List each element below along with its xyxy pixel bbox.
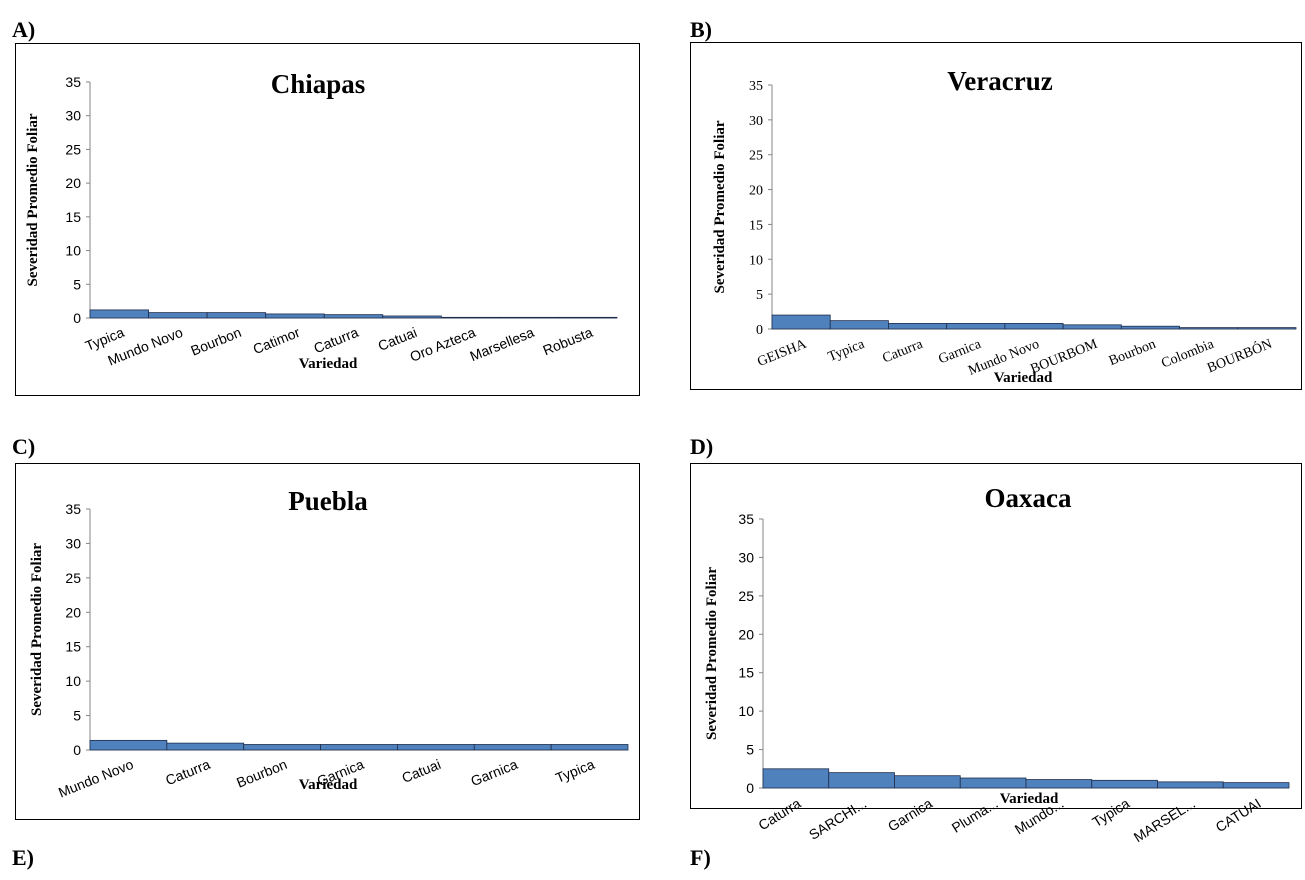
chart-a-y-tick-label: 0 — [73, 310, 81, 326]
chart-a-bar-typica — [89, 309, 149, 319]
chart-c-y-tick-label: 35 — [65, 501, 81, 517]
chart-c-y-tick-label: 25 — [65, 570, 81, 586]
chart-d-bar-catuai — [1222, 782, 1290, 789]
chart-c-title: Puebla — [288, 486, 368, 516]
chart-c-y-tick-label: 5 — [73, 708, 81, 724]
chart-a-bar-oro-azteca — [440, 316, 501, 319]
chart-d-bar-caturra — [762, 768, 830, 789]
chart-a-y-tick-label: 35 — [65, 74, 81, 90]
chart-a-y-tick-label: 10 — [65, 243, 81, 259]
chart-d-y-tick-label: 20 — [738, 626, 754, 642]
chart-a-title: Chiapas — [271, 69, 366, 99]
chart-d-y-tick-label: 15 — [738, 665, 754, 681]
chart-d-y-tick-label: 0 — [746, 780, 754, 796]
chart-c-bar-mundo-novo — [89, 739, 168, 751]
chart-d-bar-pluma — [959, 777, 1027, 789]
chart-b-bar-typica — [829, 320, 889, 330]
chart-c-bar-garnica — [320, 744, 398, 751]
chart-d-bar-typica — [1091, 779, 1158, 789]
chart-b-frame — [690, 42, 1302, 390]
chart-a-frame — [15, 43, 640, 396]
chart-b-bar-caturra — [888, 323, 948, 330]
chart-b-bar-garnica — [946, 323, 1006, 330]
chart-a-bar-robusta — [558, 316, 618, 319]
chart-d-y-tick-label: 30 — [738, 549, 754, 565]
chart-a-y-tick-label: 25 — [65, 141, 81, 157]
chart-a-y-tick-label: 15 — [65, 209, 81, 225]
chart-b-bar-mundo-novo — [1004, 323, 1064, 330]
chart-a-bar-caturra — [323, 314, 384, 319]
chart-c-bar-garnica — [473, 744, 552, 751]
chart-b-y-tick-label: 35 — [749, 79, 763, 94]
chart-a-bar-mundo-novo — [148, 312, 208, 319]
chart-c-bar-caturra — [166, 742, 245, 751]
chart-d-bar-mundo — [1025, 779, 1093, 789]
chart-a-y-tick-label: 30 — [65, 108, 81, 124]
chart-b-title: Veracruz — [947, 66, 1052, 96]
chart-b-y-tick-label: 5 — [756, 288, 763, 303]
chart-b-y-tick-label: 25 — [749, 149, 763, 164]
panel-label-a: A) — [12, 17, 36, 42]
panel-label-c: C) — [12, 434, 36, 459]
chart-b-bar-bourb-n — [1237, 327, 1297, 330]
chart-b-bar-colombia — [1179, 327, 1239, 330]
chart-d-bar-sarchi — [828, 772, 895, 789]
chart-d-frame — [690, 463, 1302, 809]
chart-a-bar-bourbon — [206, 312, 267, 319]
chart-d-y-tick-label: 10 — [738, 703, 754, 719]
chart-b-x-axis-label: Variedad — [994, 370, 1053, 386]
chart-d-y-tick-label: 5 — [746, 742, 754, 758]
chart-c-bar-bourbon — [243, 744, 321, 751]
chart-b-y-tick-label: 20 — [749, 184, 763, 199]
chart-d-y-tick-label: 35 — [738, 511, 754, 527]
chart-c-y-axis-label: Severidad Promedio Foliar — [29, 543, 45, 716]
chart-c-y-tick-label: 10 — [65, 673, 81, 689]
chart-b-y-tick-label: 10 — [749, 253, 763, 268]
chart-a-bar-catuai — [382, 315, 442, 319]
chart-a-y-tick-label: 5 — [73, 276, 81, 292]
chart-a-y-axis-label: Severidad Promedio Foliar — [25, 113, 41, 286]
chart-d-x-axis-label: Variedad — [1000, 791, 1059, 807]
chart-b-y-tick-label: 15 — [749, 218, 763, 233]
chart-b-y-tick-label: 0 — [756, 323, 763, 338]
panel-label-d: D) — [690, 434, 714, 459]
chart-c-y-tick-label: 20 — [65, 604, 81, 620]
panel-label-b: B) — [690, 17, 712, 42]
chart-c-x-axis-label: Variedad — [299, 777, 358, 793]
chart-a-bar-catimor — [265, 313, 325, 319]
chart-c-bar-catuai — [397, 744, 475, 751]
chart-c-y-tick-label: 0 — [73, 742, 81, 758]
chart-b-y-tick-label: 30 — [749, 114, 763, 129]
chart-a-x-axis-label: Variedad — [299, 356, 358, 372]
chart-c-y-tick-label: 30 — [65, 535, 81, 551]
chart-d-title: Oaxaca — [985, 483, 1072, 513]
chart-c-bar-typica — [550, 744, 629, 751]
chart-b-bar-bourbon — [1120, 325, 1180, 330]
chart-c-y-tick-label: 15 — [65, 639, 81, 655]
chart-b-y-axis-label: Severidad Promedio Foliar — [712, 120, 728, 293]
chart-d-y-axis-label: Severidad Promedio Foliar — [704, 567, 720, 740]
chart-c-frame — [15, 463, 640, 820]
chart-d-bar-garnica — [894, 775, 961, 789]
chart-a-y-tick-label: 20 — [65, 175, 81, 191]
panel-label-f: F) — [690, 845, 711, 870]
chart-d-y-tick-label: 25 — [738, 588, 754, 604]
chart-a-bar-marsellesa — [499, 316, 559, 319]
panel-label-e: E) — [12, 845, 34, 870]
chart-b-bar-geisha — [771, 314, 831, 330]
chart-b-bar-bourbom — [1062, 324, 1122, 330]
chart-d-bar-marsel — [1157, 781, 1224, 789]
